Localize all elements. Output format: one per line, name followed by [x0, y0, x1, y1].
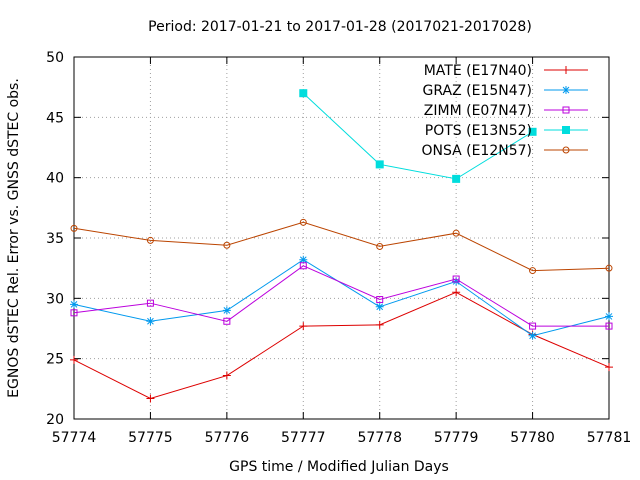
- legend-entry-pots: POTS (E13N52): [425, 123, 588, 139]
- data-point-mate: [299, 322, 308, 331]
- legend-label: ZIMM (E07N47): [424, 103, 532, 119]
- legend-marker: [562, 126, 570, 134]
- grid: [74, 57, 609, 419]
- data-point-zimm: [452, 275, 460, 283]
- legend-entry-mate: MATE (E17N40): [424, 63, 588, 79]
- legend-marker: [562, 106, 570, 114]
- data-point-zimm: [605, 322, 613, 330]
- data-point-graz: [146, 317, 155, 326]
- data-point-onsa: [605, 264, 613, 272]
- data-point-zimm: [146, 299, 154, 307]
- y-tick-label: 35: [46, 231, 64, 247]
- data-point-onsa: [529, 267, 537, 275]
- data-point-graz: [222, 306, 231, 315]
- data-point-onsa: [299, 218, 307, 226]
- data-point-zimm: [376, 296, 384, 304]
- legend-label: GRAZ (E15N47): [423, 83, 533, 99]
- legend-marker: [562, 146, 570, 154]
- series: [70, 89, 613, 403]
- data-point-graz: [452, 277, 461, 286]
- data-point-pots: [375, 160, 384, 169]
- data-point-onsa: [146, 236, 154, 244]
- data-point-mate: [375, 320, 384, 329]
- chart-title: Period: 2017-01-21 to 2017-01-28 (201702…: [148, 19, 532, 35]
- y-tick-label: 45: [46, 110, 64, 126]
- y-axis-label: EGNOS dSTEC Rel. Error vs. GNSS dSTEC ob…: [6, 78, 22, 398]
- y-tick-label: 20: [46, 412, 64, 428]
- data-point-onsa: [70, 224, 78, 232]
- legend-marker: [562, 66, 570, 74]
- series-zimm: [70, 262, 613, 330]
- series-line-graz: [73, 259, 610, 337]
- legend-entry-onsa: ONSA (E12N57): [421, 143, 588, 159]
- x-axis-label: GPS time / Modified Julian Days: [229, 459, 449, 475]
- legend-label: ONSA (E12N57): [421, 143, 532, 159]
- series-onsa: [70, 218, 613, 275]
- data-point-graz: [375, 302, 384, 311]
- series-line-pots: [302, 92, 533, 180]
- y-tick-label: 50: [46, 50, 64, 66]
- y-tick-label: 30: [46, 291, 64, 307]
- data-point-onsa: [376, 242, 384, 250]
- legend-label: POTS (E13N52): [425, 123, 532, 139]
- data-point-mate: [146, 394, 155, 403]
- data-point-zimm: [299, 262, 307, 270]
- x-tick-label: 57775: [128, 430, 173, 446]
- series-line-onsa: [73, 221, 610, 272]
- data-point-graz: [70, 300, 78, 309]
- legend-entry-zimm: ZIMM (E07N47): [424, 103, 588, 119]
- data-point-mate: [452, 288, 461, 297]
- series-line-mate: [73, 291, 610, 400]
- data-point-zimm: [529, 322, 537, 330]
- x-tick-label: 57774: [52, 430, 97, 446]
- data-point-onsa: [452, 229, 460, 237]
- axis-ticks: 57774 57775 57776 57777 57778 57779 57780 57781…: [46, 50, 631, 446]
- data-point-graz: [299, 255, 308, 264]
- series-graz: [70, 255, 613, 340]
- data-point-mate: [605, 363, 613, 372]
- x-tick-label: 57781: [587, 430, 632, 446]
- series-line-zimm: [73, 265, 609, 327]
- data-point-pots: [528, 127, 537, 136]
- y-tick-label: 25: [46, 352, 64, 368]
- data-point-pots: [299, 89, 308, 98]
- data-point-zimm: [223, 317, 231, 325]
- data-point-graz: [528, 331, 537, 340]
- data-point-mate: [222, 371, 231, 380]
- data-point-mate: [70, 355, 78, 364]
- data-point-graz: [605, 312, 613, 321]
- x-tick-label: 57779: [434, 430, 479, 446]
- data-point-zimm: [70, 309, 78, 317]
- legend-label: MATE (E17N40): [424, 63, 532, 79]
- x-tick-label: 57776: [205, 430, 250, 446]
- data-point-pots: [452, 174, 461, 183]
- data-point-onsa: [223, 241, 231, 249]
- x-tick-label: 57778: [357, 430, 402, 446]
- legend-entry-graz: GRAZ (E15N47): [423, 83, 588, 99]
- legend-marker: [562, 86, 570, 94]
- x-tick-label: 57780: [510, 430, 555, 446]
- legend: MATE (E17N40) GRAZ (E15N47) ZIMM (E07N47) P…: [421, 63, 588, 159]
- y-tick-label: 40: [46, 171, 64, 187]
- series-mate: [70, 288, 613, 403]
- plot-frame: [73, 56, 610, 420]
- x-tick-label: 57777: [281, 430, 326, 446]
- series-pots: [299, 89, 537, 183]
